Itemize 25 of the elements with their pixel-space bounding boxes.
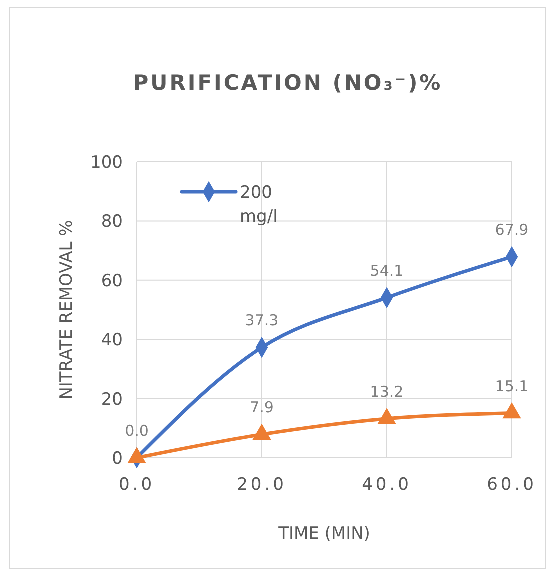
y-tick-label: 100 [90,153,123,173]
point [128,447,146,464]
data-label: 15.1 [495,377,529,396]
data-label: 37.3 [245,312,279,330]
x-tick-label: 40.0 [362,475,412,495]
x-tick-label: 0.0 [118,475,156,495]
y-axis-title: NITRATE REMOVAL % [57,220,77,400]
point [378,408,396,424]
data-label: 54.1 [370,262,404,280]
chart-title: PURIFICATION (NO₃⁻)% [133,71,443,95]
legend-label: 200 mg/l [240,183,278,227]
point [252,424,272,440]
x-tick-label: 20.0 [237,475,287,495]
x-axis-title: TIME (MIN) [278,524,370,544]
point [502,402,522,419]
data-label: 0.0 [125,422,149,440]
y-tick-label: 40 [101,330,123,351]
y-tick-label: 0 [112,449,123,469]
data-label: 13.2 [370,382,404,401]
y-tick-label: 60 [101,271,123,292]
data-label: 67.9 [495,221,529,240]
x-tick-label: 60.0 [487,475,537,495]
y-tick-label: 80 [101,212,123,232]
data-label: 7.9 [250,398,274,417]
y-tick-label: 20 [101,390,123,410]
